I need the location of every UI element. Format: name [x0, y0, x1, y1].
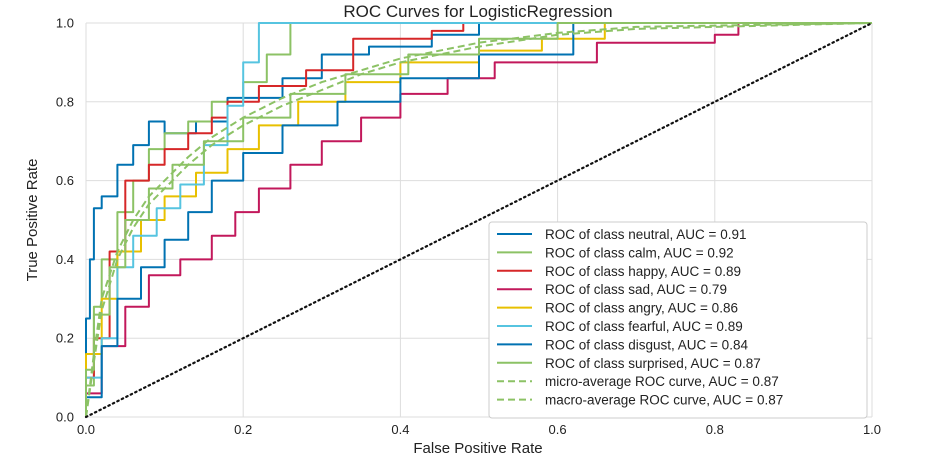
legend-label: ROC of class angry, AUC = 0.86 — [545, 301, 738, 316]
roc-curve-line — [85, 22, 872, 417]
x-tick-label: 0.0 — [77, 422, 95, 437]
legend-label: micro-average ROC curve, AUC = 0.87 — [545, 374, 779, 389]
roc-series — [85, 22, 873, 418]
y-tick-label: 1.0 — [56, 16, 74, 31]
roc-curve-line — [85, 22, 873, 418]
legend-label: ROC of class surprised, AUC = 0.87 — [545, 356, 761, 371]
roc-curve-line — [85, 22, 872, 417]
x-axis-label: False Positive Rate — [413, 440, 542, 457]
roc-curve-line — [85, 22, 873, 418]
y-axis-ticks: 0.0 0.2 0.4 0.6 0.8 1.0 — [56, 16, 74, 425]
y-tick-label: 0.8 — [56, 94, 74, 109]
y-tick-label: 0.4 — [56, 252, 74, 267]
legend-label: ROC of class happy, AUC = 0.89 — [545, 264, 741, 279]
roc-curve-line — [85, 22, 872, 417]
legend-label: ROC of class sad, AUC = 0.79 — [545, 282, 727, 297]
chance-line — [84, 21, 874, 419]
legend: ROC of class neutral, AUC = 0.91 ROC of c… — [488, 221, 868, 419]
legend-label: macro-average ROC curve, AUC = 0.87 — [545, 393, 783, 408]
chart-title: ROC Curves for LogisticRegression — [343, 2, 612, 21]
legend-label: ROC of class neutral, AUC = 0.91 — [545, 227, 746, 242]
roc-curve-line — [85, 22, 872, 417]
x-tick-label: 0.2 — [234, 422, 252, 437]
x-tick-label: 1.0 — [863, 422, 881, 437]
x-tick-label: 0.8 — [706, 422, 724, 437]
y-tick-label: 0.2 — [56, 331, 74, 346]
y-axis-label: True Positive Rate — [24, 159, 41, 282]
chance-line-group — [84, 21, 874, 419]
x-tick-label: 0.4 — [391, 422, 409, 437]
legend-label: ROC of class fearful, AUC = 0.89 — [545, 319, 743, 334]
legend-label: ROC of class disgust, AUC = 0.84 — [545, 337, 748, 352]
x-axis-ticks: 0.0 0.2 0.4 0.6 0.8 1.0 — [77, 422, 881, 437]
y-tick-label: 0.0 — [56, 410, 74, 425]
legend-box — [488, 221, 868, 419]
x-tick-label: 0.6 — [549, 422, 567, 437]
legend-label: ROC of class calm, AUC = 0.92 — [545, 245, 734, 260]
y-tick-label: 0.6 — [56, 173, 74, 188]
